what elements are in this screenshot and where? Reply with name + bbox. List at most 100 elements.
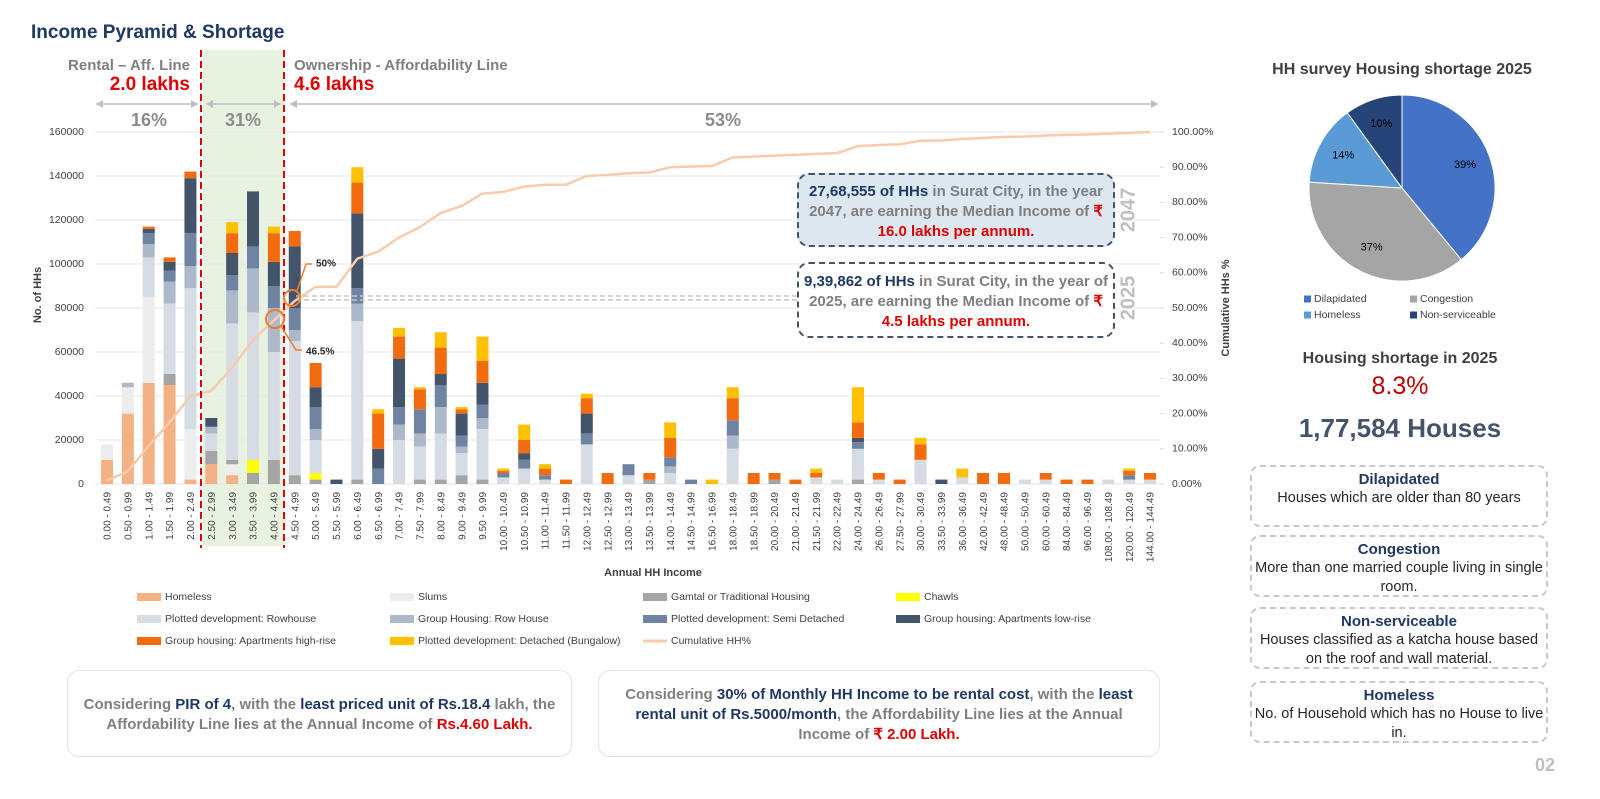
legend-label: Group Housing: Row House — [418, 613, 549, 625]
bar-segment — [726, 398, 739, 421]
pie-slice — [1346, 94, 1403, 190]
bar-segment — [455, 413, 468, 436]
annotation: 53% — [705, 110, 741, 130]
definition-title: Dilapidated — [1358, 471, 1440, 488]
bar-segment — [664, 437, 677, 458]
bar-segment — [142, 257, 155, 297]
bar-segment — [413, 479, 426, 484]
legend-label: Cumulative HH% — [671, 635, 751, 647]
x-tick-label: 14.50 - 14.99 — [687, 492, 698, 551]
pie-slice — [1308, 112, 1404, 189]
bar-segment — [851, 422, 864, 438]
legend-swatch — [137, 615, 161, 623]
highlight-circle — [283, 289, 301, 307]
x-tick-label: 60.00 - 60.49 — [1041, 492, 1052, 551]
bar-segment — [205, 418, 218, 427]
bar-segment — [413, 409, 426, 434]
bar-segment — [831, 479, 844, 484]
y-tick-label: 40000 — [55, 390, 84, 402]
definition: Homeless No. of Household which has no Ho… — [1250, 681, 1548, 743]
x-tick-label: 144.00 - 144.49 — [1146, 492, 1157, 562]
legend-swatch — [643, 593, 667, 601]
note-rental: Considering 30% of Monthly HH Income to … — [598, 670, 1160, 757]
bar-segment — [413, 446, 426, 480]
leader-line — [296, 263, 312, 292]
legend-swatch — [390, 615, 414, 623]
x-tick-label: 21.50 - 21.99 — [812, 492, 823, 551]
y-tick-label: 100000 — [49, 258, 84, 270]
x-tick-label: 84.00 - 84.49 — [1062, 492, 1073, 551]
legend-label: Plotted development: Detached (Bungalow) — [418, 635, 621, 647]
bar-segment — [851, 442, 864, 449]
bar-segment — [726, 435, 739, 449]
note-text: lakh, the Affordability Line lies at the… — [106, 696, 556, 733]
legend-label: Chawls — [924, 591, 958, 603]
legend-swatch — [1304, 295, 1311, 303]
bar-segment — [580, 398, 593, 414]
x-tick-label: 1.00 - 1.49 — [144, 492, 155, 540]
annotation: 50% — [316, 259, 336, 270]
bar-segment — [455, 435, 468, 447]
bar-segment — [643, 479, 656, 484]
bar-segment — [351, 303, 364, 322]
bar-segment — [434, 385, 447, 407]
legend-label: Group housing: Apartments low-rise — [924, 613, 1091, 625]
bar-segment — [205, 433, 218, 451]
callout-text: in Surat City, in the year of 2025, are … — [809, 273, 1108, 310]
page-number: 02 — [1534, 755, 1556, 775]
bar-segment — [434, 332, 447, 348]
bar-segment — [267, 308, 280, 352]
bar-segment — [330, 479, 343, 484]
bar-segment — [267, 286, 280, 308]
y2-tick-label: 40.00% — [1172, 337, 1208, 349]
shortage-title: Housing shortage in 2025 — [1302, 350, 1498, 367]
bar-segment — [163, 257, 176, 262]
bar-segment — [142, 233, 155, 245]
bar-segment — [351, 321, 364, 480]
x-tick-label: 18.00 - 18.49 — [728, 492, 739, 551]
x-tick-label: 8.00 - 8.49 — [436, 492, 447, 540]
bar-segment — [372, 409, 385, 414]
bar-segment — [1144, 479, 1156, 484]
x-tick-label: 0.00 - 0.49 — [103, 492, 114, 540]
x-tick-label: 7.50 - 7.99 — [416, 492, 427, 540]
bar-segment — [956, 477, 969, 484]
bar-segment — [518, 453, 531, 460]
bar-segment — [163, 374, 176, 385]
x-tick-label: 24.00 - 24.49 — [854, 492, 865, 551]
bar-segment — [226, 275, 239, 291]
bar-segment — [267, 233, 280, 262]
x-tick-label: 13.50 - 13.99 — [645, 492, 656, 551]
bar-segment — [163, 281, 176, 304]
bar-segment — [935, 479, 948, 484]
bar-segment — [247, 459, 260, 473]
bar-segment — [726, 420, 739, 436]
bar-segment — [810, 477, 823, 484]
note-highlight: Rs.4.60 Lakh. — [436, 716, 533, 733]
bar-segment — [497, 477, 510, 484]
bar-segment — [205, 464, 218, 484]
legend-swatch — [137, 593, 161, 601]
bar-segment — [810, 468, 823, 473]
bar-segment — [413, 433, 426, 447]
bar-segment — [977, 473, 990, 484]
bar-segment — [288, 341, 301, 476]
bar-segment — [476, 404, 489, 418]
definition-text: Houses which are older than 80 years — [1277, 490, 1521, 506]
legend-swatch — [1410, 295, 1417, 303]
bar-segment — [121, 382, 134, 388]
note-text: , the Affordability Line lies at the Ann… — [798, 706, 1123, 743]
bar-segment — [914, 444, 927, 460]
note-text: , with the — [231, 696, 301, 713]
x-tick-label: 36.00 - 36.49 — [958, 492, 969, 551]
legend-label: Plotted development: Rowhouse — [165, 613, 316, 625]
bar-segment — [351, 167, 364, 183]
bar-segment — [434, 479, 447, 484]
x-tick-label: 48.00 - 48.49 — [1000, 492, 1011, 551]
bar-segment — [247, 246, 260, 269]
bar-segment — [518, 440, 531, 454]
y-tick-label: 20000 — [55, 434, 84, 446]
legend-swatch — [643, 615, 667, 623]
bar-segment — [476, 382, 489, 405]
